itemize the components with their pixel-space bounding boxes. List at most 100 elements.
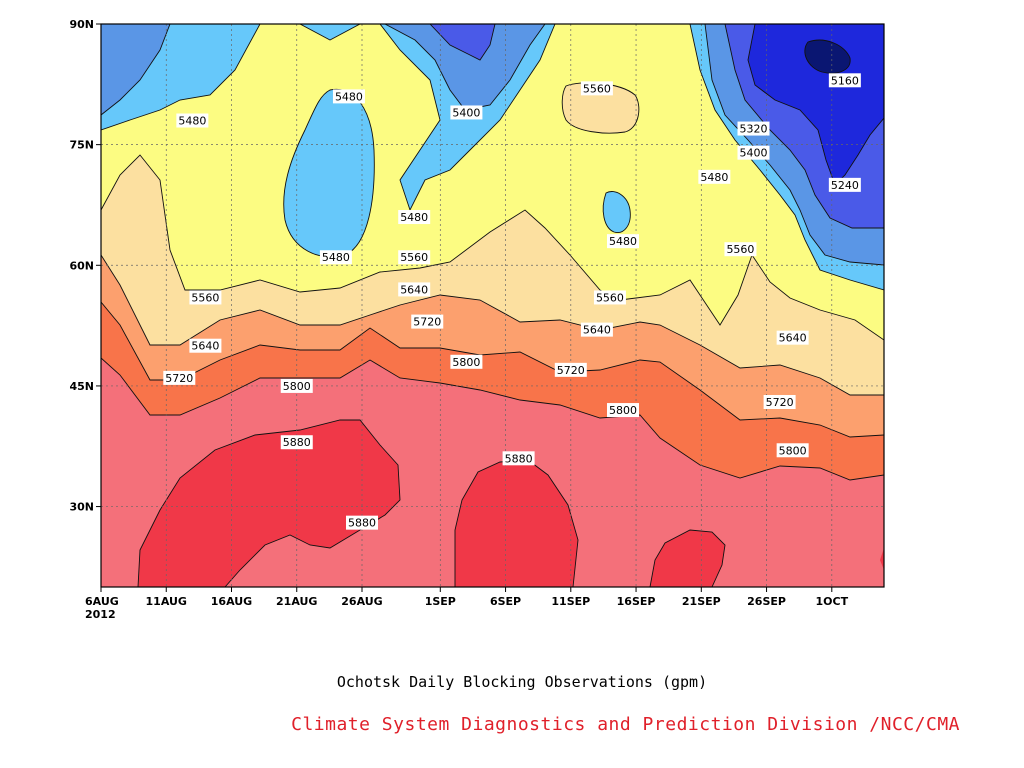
contour-labels: 5480 5480 5400 5560 5160 5320 5400 5480 5240 5480… xyxy=(163,73,861,530)
contour-label: 5320 xyxy=(737,121,770,136)
y-axis: 30N 45N 60N 75N 90N xyxy=(69,18,101,514)
contour-5640 xyxy=(101,254,884,396)
fill-5880-d xyxy=(880,548,884,570)
chart-title: Ochotsk Daily Blocking Observations (gpm… xyxy=(336,673,708,691)
fill-5880-b xyxy=(455,460,578,587)
fill-5320-center xyxy=(430,24,495,60)
contour-label: 5800 xyxy=(280,378,313,393)
contour-label-text: 5560 xyxy=(400,251,428,264)
contour-label-text: 5480 xyxy=(400,211,428,224)
contour-label-bg xyxy=(189,338,222,353)
contour-label-bg xyxy=(737,145,770,160)
contour-label-text: 5640 xyxy=(191,340,219,353)
contour-label-text: 5720 xyxy=(165,372,193,385)
contour-label-text: 5480 xyxy=(700,171,728,184)
contour-label-bg xyxy=(346,515,378,530)
contour-label-text: 5880 xyxy=(348,517,376,530)
contour-5480-c xyxy=(379,24,556,212)
y-tick-label: 90N xyxy=(69,18,94,31)
contour-label-text: 5160 xyxy=(831,74,859,87)
contour-label: 5640 xyxy=(776,330,809,345)
contour-label: 5480 xyxy=(398,210,431,225)
contour-label-text: 5880 xyxy=(283,436,311,449)
x-tick-label: 11AUG xyxy=(146,595,187,608)
contour-label-bg xyxy=(580,322,613,337)
contour-label-bg xyxy=(763,395,796,410)
x-year-label: 2012 xyxy=(85,608,116,621)
contour-label: 5560 xyxy=(189,290,222,305)
y-tick-label: 30N xyxy=(69,501,94,514)
fill-5480-island-16sep xyxy=(603,191,631,233)
contour-5480 xyxy=(101,24,261,131)
x-tick-label: 16AUG xyxy=(211,595,252,608)
contour-label-text: 5720 xyxy=(413,316,441,329)
contour-label-text: 5560 xyxy=(583,82,611,95)
contour-label-bg xyxy=(163,370,196,385)
contour-label-text: 5480 xyxy=(609,235,637,248)
contour-label: 5240 xyxy=(828,177,861,192)
contour-label-bg xyxy=(828,177,861,192)
fill-island-26aug-2 xyxy=(283,89,375,257)
contour-label-text: 5240 xyxy=(831,179,859,192)
fill-5560-island-11sep xyxy=(562,82,639,134)
contour-label-bg xyxy=(398,250,431,265)
contour-label-bg xyxy=(737,121,770,136)
contour-label-text: 5400 xyxy=(740,147,768,160)
contour-label-text: 5880 xyxy=(505,452,533,465)
contour-label: 5480 xyxy=(319,250,352,265)
contour-5480-island2 xyxy=(602,191,631,233)
contour-label: 5480 xyxy=(698,169,731,184)
contour-label: 5880 xyxy=(502,451,535,466)
fill-5400-topleft xyxy=(101,24,170,115)
grid xyxy=(101,24,884,587)
contour-label: 5480 xyxy=(176,113,209,128)
x-tick-label: 1OCT xyxy=(816,595,849,608)
contour-5480-island xyxy=(283,88,375,258)
contour-label-text: 5560 xyxy=(596,291,624,304)
contour-label-bg xyxy=(280,378,313,393)
contour-label-bg xyxy=(554,362,587,377)
plot-frame xyxy=(100,23,885,588)
contour-label: 5720 xyxy=(763,395,796,410)
contour-label: 5720 xyxy=(163,370,196,385)
x-tick-label: 26AUG xyxy=(341,595,382,608)
contour-label-text: 5800 xyxy=(609,404,637,417)
contour-label: 5560 xyxy=(724,242,757,257)
x-tick-label: 11SEP xyxy=(551,595,590,608)
fill-5400-center xyxy=(385,24,545,110)
contour-label: 5720 xyxy=(411,314,444,329)
contour-label-bg xyxy=(450,105,483,120)
contour-5880-a xyxy=(137,419,401,587)
contour-label: 5480 xyxy=(332,89,365,104)
fill-5160-right xyxy=(804,40,851,74)
fill-tan-left xyxy=(101,155,884,395)
contour-label: 5560 xyxy=(398,250,431,265)
contour-label-text: 5720 xyxy=(557,364,585,377)
contour-label-text: 5640 xyxy=(779,332,807,345)
contour-label-text: 5560 xyxy=(191,291,219,304)
contour-5400-tl xyxy=(101,24,171,116)
contour-label: 5880 xyxy=(346,515,378,530)
x-tick-label: 21AUG xyxy=(276,595,317,608)
contour-label-bg xyxy=(189,290,222,305)
contour-label-bg xyxy=(280,435,313,450)
contour-label-bg xyxy=(502,451,535,466)
contour-label-bg xyxy=(776,330,809,345)
contour-label-bg xyxy=(580,81,613,96)
contour-5320-c xyxy=(429,24,496,61)
contour-label-bg xyxy=(724,242,757,257)
contour-label: 5800 xyxy=(776,443,809,458)
contour-5480-b xyxy=(299,24,361,41)
contour-label-bg xyxy=(450,354,483,369)
contour-label: 5720 xyxy=(554,362,587,377)
contour-5560 xyxy=(101,154,884,341)
contour-label-bg xyxy=(398,282,431,297)
contour-label-bg xyxy=(776,443,809,458)
x-tick-label: 1SEP xyxy=(425,595,456,608)
contour-label: 5400 xyxy=(450,105,483,120)
contour-label-text: 5400 xyxy=(452,106,480,119)
contour-5400-r xyxy=(704,24,884,266)
contour-5560-island xyxy=(561,82,640,134)
contour-label-text: 5640 xyxy=(400,283,428,296)
